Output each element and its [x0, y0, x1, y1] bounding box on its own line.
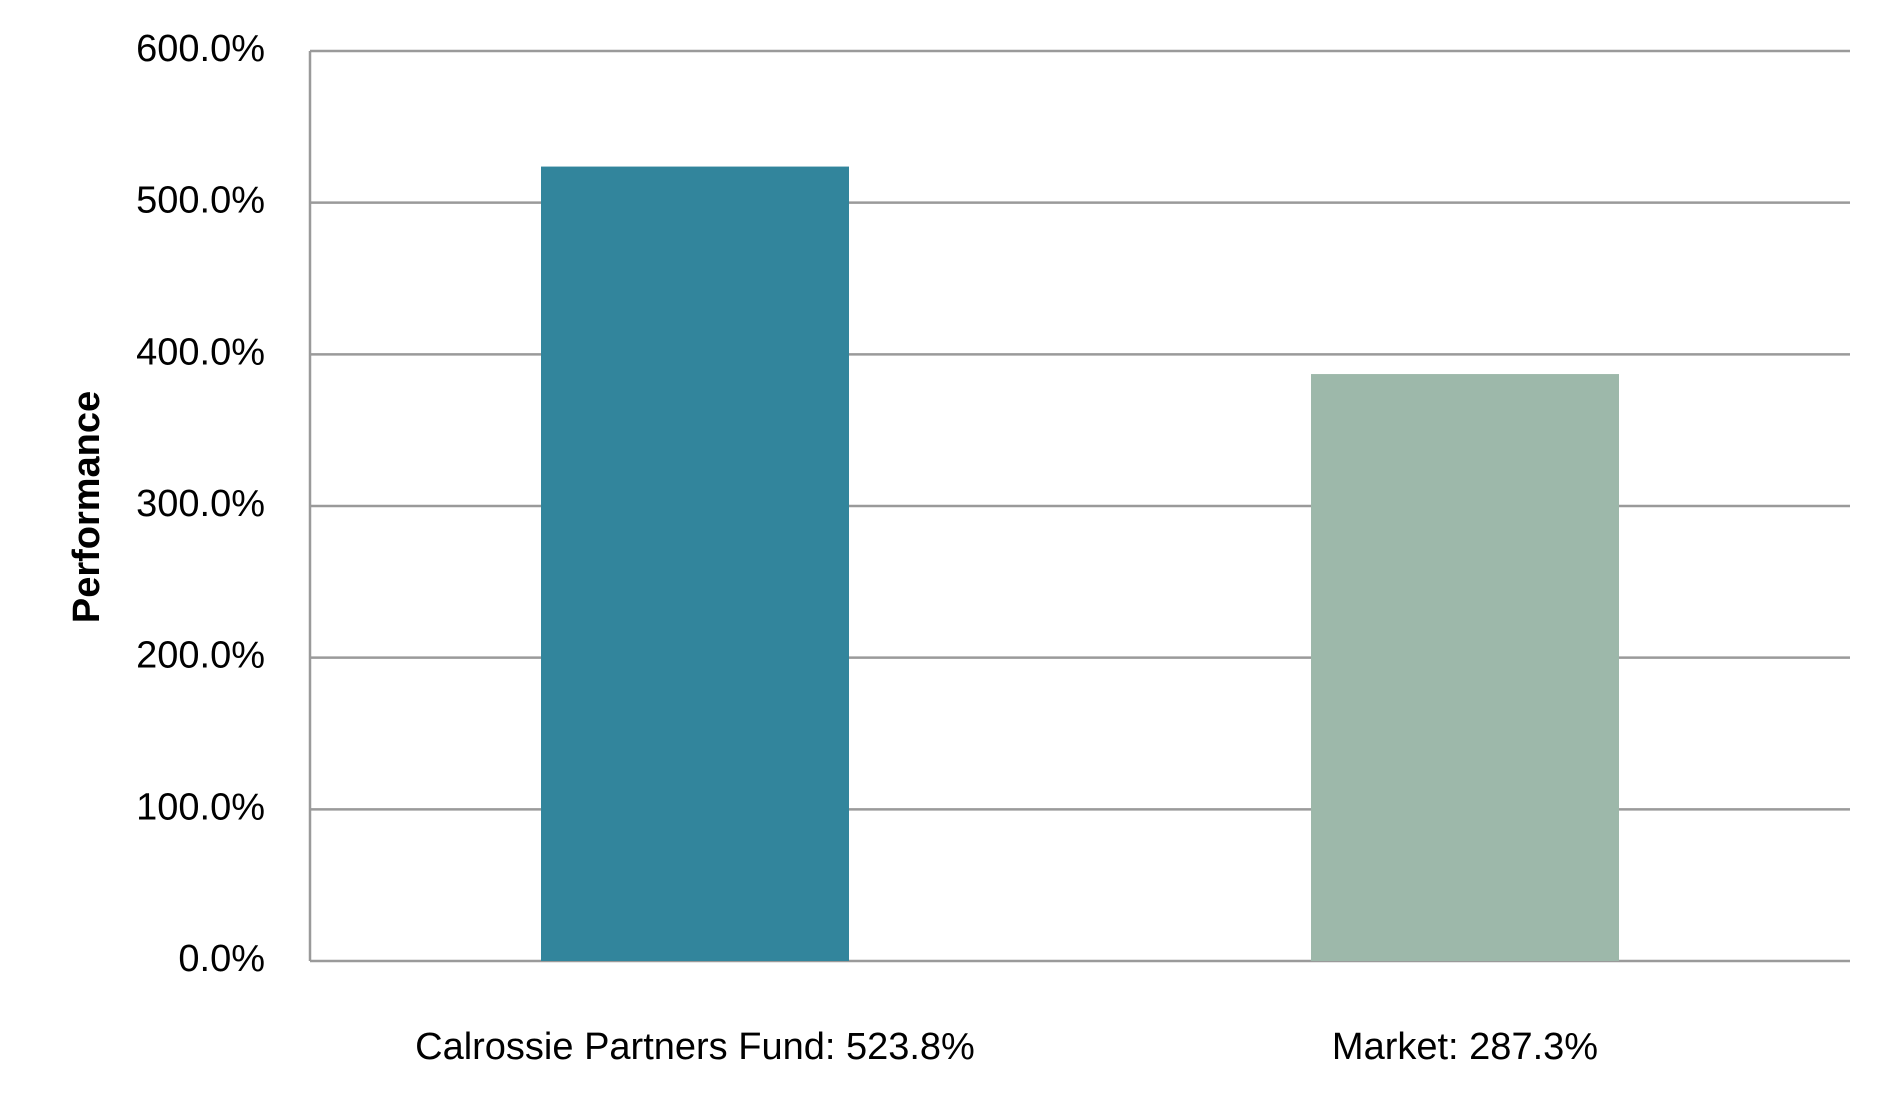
y-axis-label: Performance	[66, 391, 108, 623]
y-tick-label: 400.0%	[136, 331, 265, 373]
y-tick-label: 300.0%	[136, 483, 265, 525]
x-tick-label: Calrossie Partners Fund: 523.8%	[415, 1026, 975, 1068]
y-tick-label: 600.0%	[136, 28, 265, 70]
y-tick-label: 200.0%	[136, 635, 265, 677]
bar	[1311, 374, 1619, 961]
bar	[541, 166, 849, 961]
x-tick-label: Market: 287.3%	[1332, 1026, 1598, 1068]
y-tick-label: 100.0%	[136, 786, 265, 828]
y-tick-label: 0.0%	[178, 938, 265, 980]
y-tick-label: 500.0%	[136, 180, 265, 222]
